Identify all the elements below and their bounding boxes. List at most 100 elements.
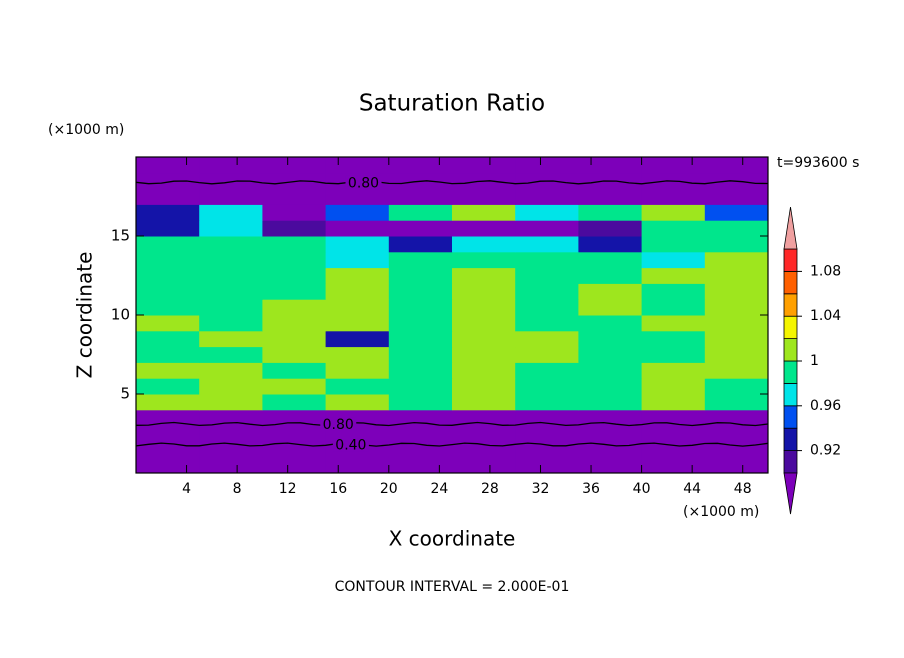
contour-cell [641, 283, 706, 300]
contour-cell [515, 378, 579, 395]
contour-cell [199, 157, 263, 174]
contour-cell [515, 457, 579, 474]
contour-cell [136, 157, 200, 174]
contour-cell [452, 409, 516, 427]
contour-cell [262, 267, 327, 284]
contour-cell [641, 315, 706, 332]
contour-cell [325, 236, 390, 253]
time-label: t=993600 s [777, 155, 859, 171]
contour-cell [515, 236, 579, 253]
contour-cell [199, 172, 263, 190]
contour-cell [199, 425, 263, 442]
colorbar-swatch [783, 248, 798, 272]
contour-cell [578, 204, 643, 221]
contour-cell [704, 362, 769, 379]
contour-cell [325, 457, 390, 474]
contour-cell [452, 188, 516, 205]
contour-cell [641, 346, 706, 363]
contour-cell [515, 299, 579, 316]
contour-cell [199, 378, 263, 395]
footer: CONTOUR INTERVAL = 2.000E-01 [335, 579, 570, 595]
contour-cell [199, 362, 263, 379]
contour-cell [136, 409, 200, 427]
contour-cell [199, 457, 263, 474]
contour-cell [452, 315, 516, 332]
colorbar-swatch [783, 315, 798, 340]
colorbar-swatch [783, 382, 798, 407]
contour-cell [578, 315, 643, 332]
colorbar-swatch [783, 270, 798, 295]
colorbar-swatch [783, 427, 798, 452]
contour-cell [262, 409, 327, 427]
contour-cell [515, 267, 579, 284]
contour-cell [641, 330, 706, 348]
contour-line [135, 180, 769, 185]
contour-cell [199, 204, 263, 221]
contour-cell [136, 251, 200, 269]
colorbar-label: 1 [810, 353, 819, 369]
contour-cell [578, 330, 643, 348]
contour-cell [388, 394, 453, 411]
contour-cell [136, 315, 200, 332]
contour-cell [452, 346, 516, 363]
contour-cell [641, 236, 706, 253]
contour-cell [199, 251, 263, 269]
contour-cell [388, 425, 453, 442]
contour-cell [325, 378, 390, 395]
contour-cell [578, 425, 643, 442]
contour-cell [388, 346, 453, 363]
contour-cell [136, 204, 200, 221]
contour-cell [704, 315, 769, 332]
contour-cell [452, 299, 516, 316]
contour-cell [641, 188, 706, 205]
contour-cell [704, 220, 769, 237]
contour-cell [704, 409, 769, 427]
contour-cell [452, 378, 516, 395]
contour-cell [704, 457, 769, 474]
contour-cell [262, 362, 327, 379]
contour-cell [641, 204, 706, 221]
contour-cell [388, 299, 453, 316]
contour-cell [136, 394, 200, 411]
contour-label-bg [332, 437, 369, 452]
contour-label: 0.80 [323, 417, 354, 433]
contour-cell [262, 346, 327, 363]
contour-cell [704, 283, 769, 300]
contour-cell [388, 251, 453, 269]
contour-cell [578, 267, 643, 284]
contour-cell [515, 394, 579, 411]
contour-cell [325, 283, 390, 300]
contour-cell [578, 220, 643, 237]
contour-cell [136, 236, 200, 253]
contour-cell [388, 157, 453, 174]
colorbar-label: 1.08 [810, 263, 841, 279]
contour-cell [452, 220, 516, 237]
x-tick-label: 20 [380, 481, 398, 497]
contour-label: 0.40 [335, 438, 366, 454]
x-axis-title: X coordinate [389, 527, 516, 551]
contour-cell [452, 267, 516, 284]
contour-cell [452, 394, 516, 411]
contour-cell [262, 425, 327, 442]
contour-cell [388, 188, 453, 205]
contour-cell [199, 299, 263, 316]
contour-cell [704, 394, 769, 411]
contour-cell [325, 267, 390, 284]
contour-cell [325, 315, 390, 332]
contour-cell [578, 457, 643, 474]
y-unit: (×1000 m) [48, 122, 124, 138]
contour-cell [199, 315, 263, 332]
chart-title: Saturation Ratio [359, 91, 545, 117]
contour-cell [136, 346, 200, 363]
contour-cell [578, 157, 643, 174]
contour-cell [325, 346, 390, 363]
contour-cell [515, 188, 579, 205]
contour-cell [578, 299, 643, 316]
contour-cell [136, 457, 200, 474]
contour-cell [704, 236, 769, 253]
contour-cell [641, 251, 706, 269]
contour-cell [199, 267, 263, 284]
contour-cell [199, 346, 263, 363]
x-tick-label: 24 [430, 481, 448, 497]
